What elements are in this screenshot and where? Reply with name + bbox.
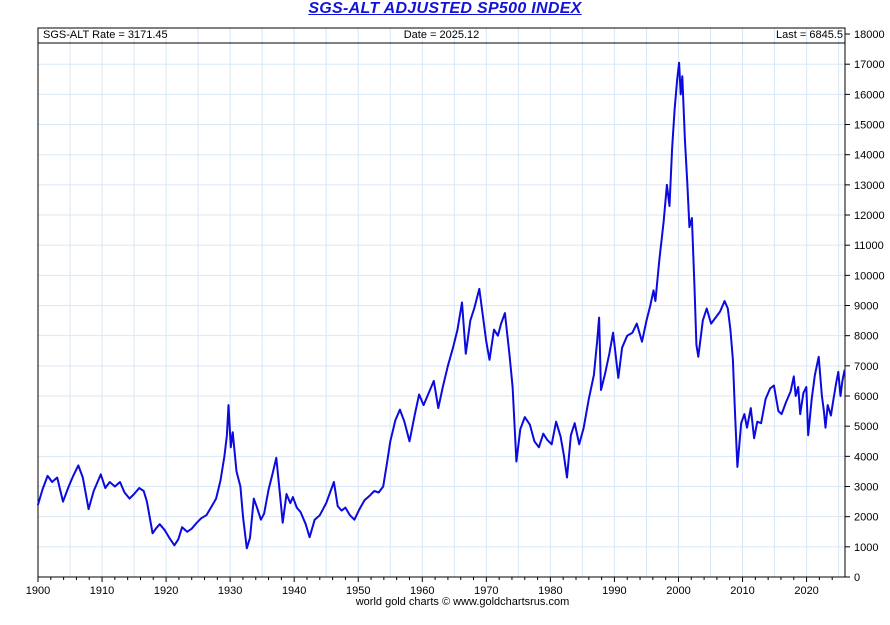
x-axis-tick-label: 1980 bbox=[538, 585, 562, 597]
y-axis-tick-label: 18000 bbox=[854, 29, 885, 41]
x-axis-tick-label: 1950 bbox=[346, 585, 370, 597]
y-axis-tick-label: 12000 bbox=[854, 210, 885, 222]
x-axis-tick-label: 1990 bbox=[602, 585, 626, 597]
y-axis-tick-label: 0 bbox=[854, 572, 860, 584]
header-date-label: Date = 2025.12 bbox=[403, 29, 480, 41]
x-axis-tick-label: 1910 bbox=[90, 585, 114, 597]
y-axis-tick-label: 9000 bbox=[854, 301, 878, 313]
x-axis-tick-label: 1920 bbox=[154, 585, 178, 597]
y-axis-tick-label: 4000 bbox=[854, 451, 878, 463]
x-axis-tick-label: 1970 bbox=[474, 585, 498, 597]
x-axis-tick-label: 1940 bbox=[282, 585, 306, 597]
y-axis-tick-label: 8000 bbox=[854, 331, 878, 343]
header-last-label: Last = 6845.5 bbox=[776, 29, 843, 41]
x-axis-tick-label: 2010 bbox=[730, 585, 754, 597]
footer-credit: world gold charts © www.goldchartsrus.co… bbox=[355, 596, 570, 608]
plot-border bbox=[37, 27, 846, 578]
header-rate-label: SGS-ALT Rate = 3171.45 bbox=[43, 29, 168, 41]
y-axis-tick-label: 14000 bbox=[854, 150, 885, 162]
y-axis-tick-label: 15000 bbox=[854, 120, 885, 132]
x-axis-tick-label: 1930 bbox=[218, 585, 242, 597]
x-axis-tick-label: 2020 bbox=[794, 585, 818, 597]
y-axis-tick-label: 11000 bbox=[854, 240, 884, 252]
x-axis-tick-label: 2000 bbox=[666, 585, 690, 597]
data-series-line bbox=[37, 61, 846, 550]
y-axis-tick-label: 3000 bbox=[854, 482, 878, 494]
y-axis-tick-label: 2000 bbox=[854, 512, 878, 524]
y-axis-tick-label: 10000 bbox=[854, 270, 885, 282]
y-axis-tick-label: 7000 bbox=[854, 361, 878, 373]
y-axis-tick-label: 13000 bbox=[854, 180, 885, 192]
y-axis-tick-label: 6000 bbox=[854, 391, 878, 403]
y-axis-tick-label: 1000 bbox=[854, 542, 878, 554]
y-axis-tick-label: 17000 bbox=[854, 59, 885, 71]
y-axis-tick-label: 16000 bbox=[854, 89, 885, 101]
y-axis-tick-label: 5000 bbox=[854, 421, 878, 433]
x-axis-tick-label: 1900 bbox=[26, 585, 50, 597]
x-axis-tick-label: 1960 bbox=[410, 585, 434, 597]
chart-title: SGS-ALT ADJUSTED SP500 INDEX bbox=[308, 0, 582, 17]
